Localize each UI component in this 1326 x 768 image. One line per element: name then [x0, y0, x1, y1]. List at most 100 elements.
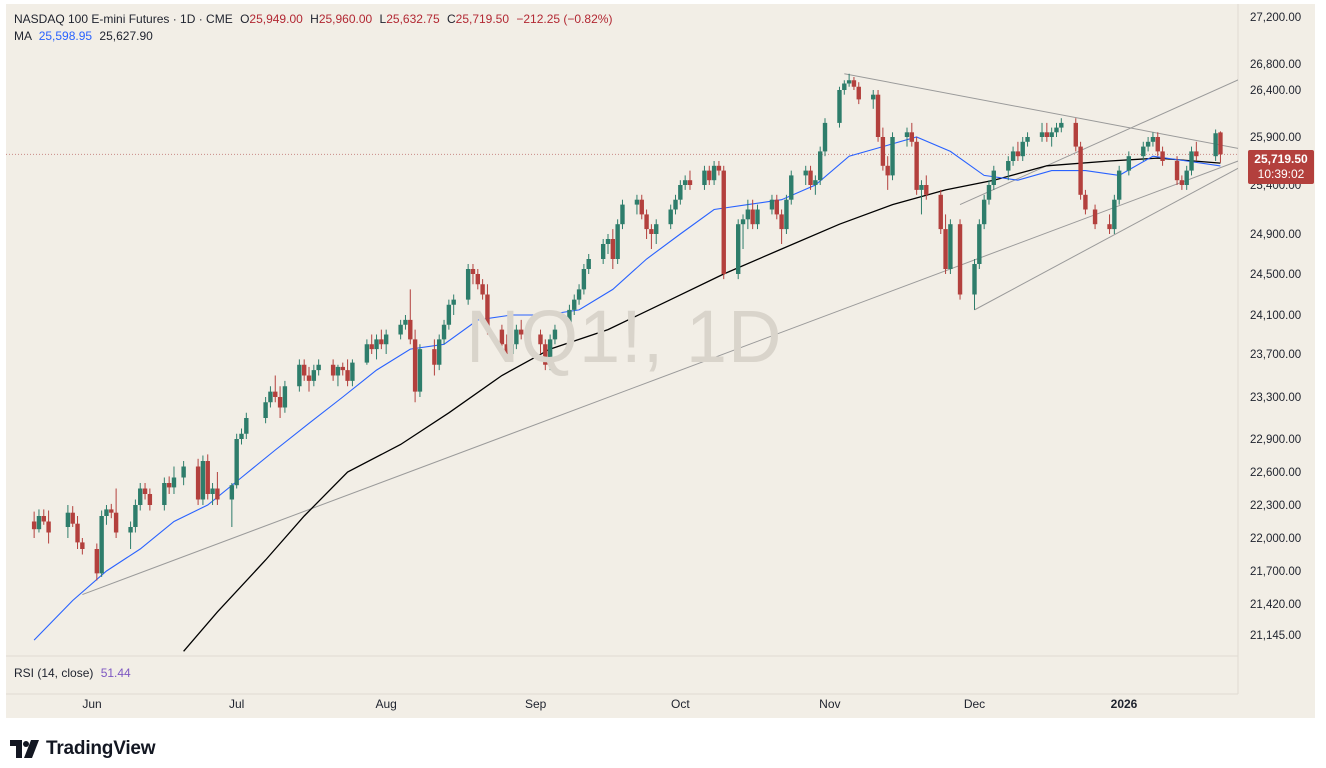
candle	[981, 194, 987, 230]
rsi-legend[interactable]: RSI (14, close) 51.44	[14, 666, 131, 680]
candle	[813, 175, 818, 195]
candle-body	[162, 483, 167, 505]
candle-body	[1160, 151, 1165, 161]
candle-body	[1126, 156, 1132, 171]
candle	[707, 165, 712, 185]
candle	[972, 259, 977, 310]
candle-body	[948, 224, 953, 269]
candle	[133, 499, 138, 533]
price-tick-label: 25,900.00	[1250, 132, 1301, 144]
candle-body	[789, 175, 794, 200]
candle-body	[345, 370, 350, 381]
candle-body	[673, 199, 678, 210]
candle-body	[273, 391, 278, 397]
candle	[94, 543, 100, 581]
candle-body	[65, 512, 71, 527]
tradingview-wordmark: TradingView	[46, 738, 156, 759]
candle-body	[113, 512, 119, 533]
trendline	[959, 79, 1238, 206]
open-value: 25,949.00	[249, 12, 303, 26]
candle	[138, 483, 143, 511]
candle-body	[239, 433, 244, 439]
candle-body	[576, 289, 582, 300]
candle-body	[904, 132, 910, 137]
candle-body	[475, 274, 480, 285]
candle	[417, 344, 423, 397]
candle-body	[581, 269, 587, 290]
candle	[398, 319, 403, 340]
candle-body	[46, 521, 51, 533]
candle	[600, 239, 606, 264]
candle-body	[432, 349, 437, 365]
candle-body	[437, 339, 442, 365]
candle-body	[282, 386, 288, 408]
candle-body	[649, 229, 654, 234]
candle-body	[1194, 151, 1199, 157]
candle-body	[80, 542, 85, 549]
candle-body	[890, 137, 895, 176]
candle-body	[644, 214, 649, 230]
candle-body	[885, 165, 890, 176]
candle-body	[1083, 194, 1088, 210]
high-label: H	[310, 12, 319, 26]
candle-body	[518, 329, 524, 335]
high-value: 25,960.00	[318, 12, 373, 26]
price-tick-label: 24,100.00	[1250, 310, 1301, 322]
price-chart[interactable]: 27,200.0026,800.0026,400.0025,900.0025,4…	[6, 4, 1315, 718]
price-tick-label: 22,600.00	[1250, 467, 1301, 479]
candle	[31, 511, 37, 538]
candle-body	[1174, 161, 1180, 181]
candle-body	[234, 439, 239, 486]
candle	[784, 194, 789, 234]
candle	[383, 329, 389, 354]
symbol-title[interactable]: NASDAQ 100 E-mini Futures · 1D · CME	[14, 12, 233, 26]
candle-body	[808, 170, 813, 185]
candle-body	[514, 329, 519, 345]
candle	[572, 294, 577, 315]
candle	[316, 359, 321, 376]
candle-body	[880, 137, 886, 166]
candle-body	[1112, 199, 1117, 230]
candle	[547, 334, 553, 371]
candle-body	[914, 141, 919, 190]
candle	[745, 199, 751, 230]
ma-legend[interactable]: MA 25,598.95 25,627.90	[14, 29, 153, 43]
candle-body	[750, 209, 755, 225]
candle	[36, 509, 42, 533]
ma-slow-value: 25,627.90	[99, 29, 153, 43]
candle-body	[1006, 161, 1011, 171]
candle-body	[181, 466, 186, 478]
candle	[142, 483, 148, 500]
candle	[364, 339, 370, 365]
candle-body	[1078, 146, 1083, 195]
candle-body	[99, 516, 104, 574]
candle	[437, 334, 442, 371]
candle	[80, 538, 85, 555]
candle-body	[379, 339, 384, 345]
candle-body	[678, 185, 683, 200]
tradingview-logo[interactable]: TradingView	[10, 736, 156, 762]
symbol-watermark: NQ1!, 1D	[466, 295, 783, 378]
candle	[957, 219, 963, 300]
candle-body	[871, 94, 876, 100]
candle-body	[166, 483, 172, 488]
candle	[65, 505, 71, 538]
price-tick-label: 22,900.00	[1250, 434, 1301, 446]
candle	[268, 386, 273, 408]
candle	[514, 324, 519, 350]
candle-body	[41, 516, 46, 522]
candle	[470, 264, 476, 285]
candle	[41, 509, 46, 525]
ma-slow-line	[183, 157, 1221, 652]
candle-body	[784, 199, 789, 230]
candle-body	[403, 319, 408, 325]
price-axis[interactable]: 27,200.0026,800.0026,400.0025,900.0025,4…	[1250, 12, 1301, 642]
candle-body	[340, 366, 345, 371]
candle	[403, 315, 408, 330]
candle	[282, 380, 288, 413]
time-axis[interactable]: Jun Jul Aug Sep Oct Nov Dec 2026	[82, 697, 1137, 711]
candle-body	[1092, 209, 1098, 225]
ohlc-legend[interactable]: NASDAQ 100 E-mini Futures · 1D · CME O25…	[14, 12, 612, 26]
trendline	[82, 160, 1238, 596]
price-tick-label: 21,700.00	[1250, 566, 1301, 578]
